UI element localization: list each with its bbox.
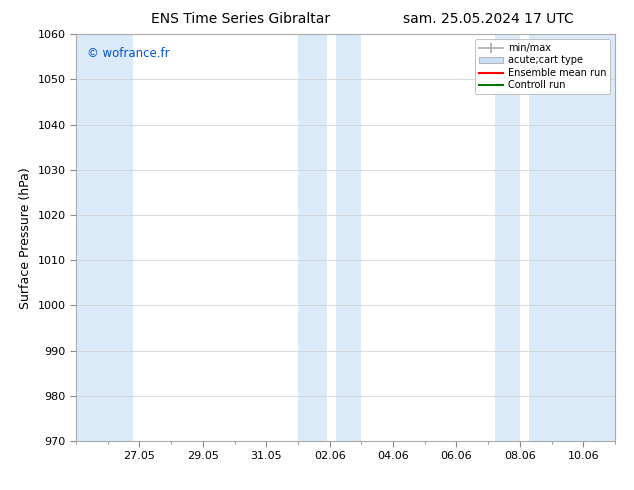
- Bar: [495, 34, 520, 441]
- Text: sam. 25.05.2024 17 UTC: sam. 25.05.2024 17 UTC: [403, 12, 574, 26]
- Bar: [336, 34, 361, 441]
- Bar: [529, 34, 615, 441]
- Text: ENS Time Series Gibraltar: ENS Time Series Gibraltar: [152, 12, 330, 26]
- Text: © wofrance.fr: © wofrance.fr: [87, 47, 169, 59]
- Bar: [298, 34, 327, 441]
- Bar: [76, 34, 133, 441]
- Legend: min/max, acute;cart type, Ensemble mean run, Controll run: min/max, acute;cart type, Ensemble mean …: [475, 39, 610, 94]
- Y-axis label: Surface Pressure (hPa): Surface Pressure (hPa): [19, 167, 32, 309]
